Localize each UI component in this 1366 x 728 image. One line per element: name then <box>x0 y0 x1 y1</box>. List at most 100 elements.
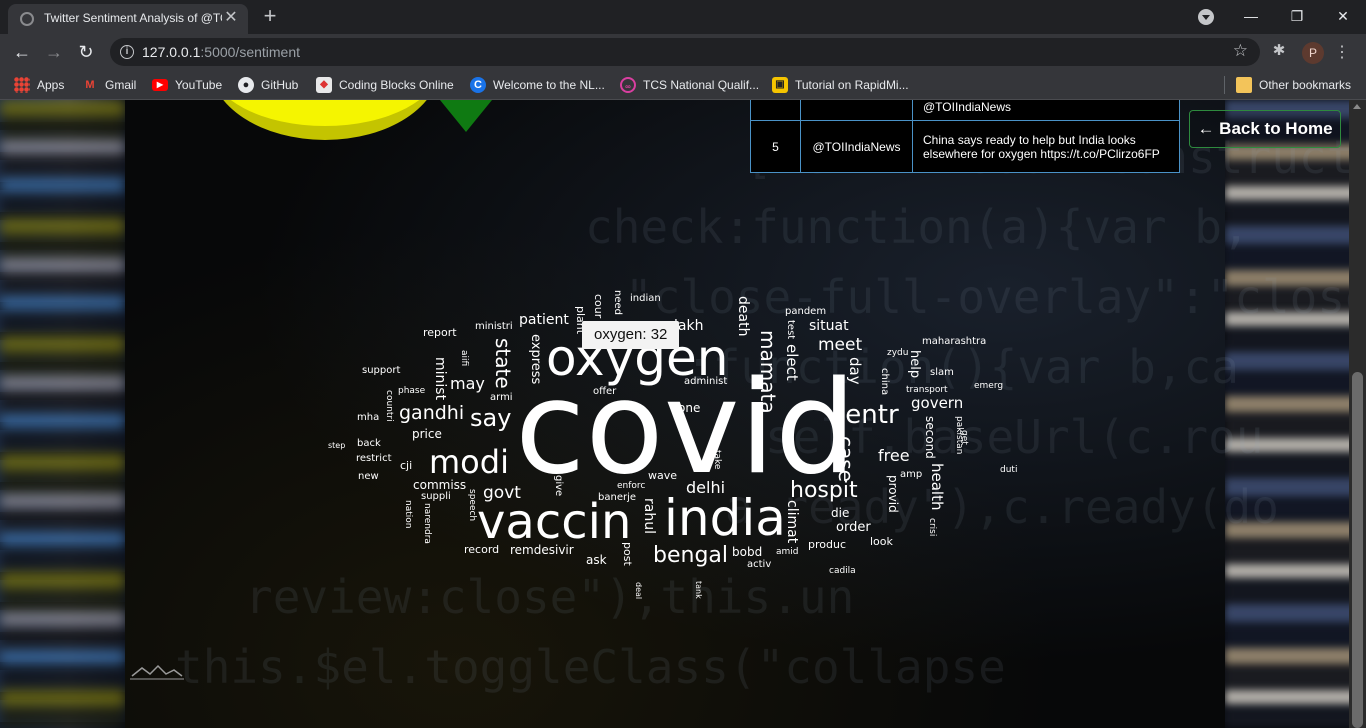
active-tab[interactable]: Twitter Sentiment Analysis of @TOIIndiaN… <box>8 4 248 34</box>
background-decoration: a-ready"),c.ready(do <box>725 480 1279 534</box>
table-cell-text: China says ready to help but India looks… <box>912 120 1180 173</box>
site-info-icon[interactable]: i <box>120 45 134 59</box>
word-cloud-word: minist <box>432 357 448 401</box>
word-cloud-word: zydu <box>887 348 909 358</box>
bookmark-coding-blocks[interactable]: ◆ Coding Blocks Online <box>316 76 454 94</box>
word-cloud-word: govt <box>483 483 521 503</box>
forward-arrow-icon[interactable]: → <box>45 42 63 62</box>
reload-icon[interactable]: ↻ <box>78 42 94 62</box>
page-scrollbar[interactable] <box>1349 100 1366 728</box>
word-cloud-word: amid <box>776 547 799 557</box>
bookmark-gmail[interactable]: M Gmail <box>82 76 136 94</box>
word-cloud-word: hospit <box>790 478 858 503</box>
bookmark-tcs[interactable]: ∞ TCS National Qualif... <box>620 76 759 94</box>
page-viewport: [?c.fn.modal.Constructor check:function(… <box>0 100 1366 728</box>
kebab-menu-icon[interactable]: ⋮ <box>1334 44 1350 61</box>
word-cloud-word: post <box>621 542 634 566</box>
word-cloud-word: indian <box>630 293 661 304</box>
word-cloud-word: day <box>846 357 864 385</box>
close-window-button[interactable]: ✕ <box>1337 8 1349 24</box>
word-cloud-word: cji <box>400 459 413 472</box>
bookmark-other[interactable]: Other bookmarks <box>1236 76 1351 94</box>
background-decoration: check:function(a){var b, <box>585 200 1250 254</box>
word-cloud-word: slam <box>930 367 954 378</box>
profile-avatar[interactable]: P <box>1302 42 1324 64</box>
word-cloud-word: countri <box>384 390 394 422</box>
apps-grid-icon <box>14 77 30 93</box>
word-cloud-word: say <box>470 404 512 432</box>
word-cloud-word: cadila <box>829 566 856 576</box>
word-cloud-word: rahul <box>641 498 657 534</box>
word-cloud-word: bengal <box>653 543 729 568</box>
bookmark-apps[interactable]: Apps <box>14 76 64 94</box>
word-cloud-word: lakh <box>674 318 704 334</box>
scrollbar-thumb[interactable] <box>1352 372 1363 728</box>
word-cloud-word: speech <box>467 489 477 522</box>
word-cloud-word: delhi <box>686 478 726 497</box>
back-arrow-icon[interactable]: ← <box>13 42 31 62</box>
word-cloud-word: narendra <box>422 503 432 544</box>
address-bar[interactable]: i 127.0.0.1:5000/sentiment ☆ <box>110 38 1260 66</box>
bookmark-nlp[interactable]: C Welcome to the NL... <box>470 76 605 94</box>
word-cloud-word: suppli <box>421 491 451 502</box>
word-cloud-word: climat <box>784 500 800 544</box>
word-cloud-word: bobd <box>732 545 763 559</box>
word-cloud-word: govern <box>911 394 964 412</box>
bookmark-youtube[interactable]: ▶ YouTube <box>152 76 222 94</box>
tab-close-icon[interactable]: ✕ <box>224 9 238 26</box>
word-cloud-word: new <box>358 471 379 482</box>
table-row: @TOIIndiaNews <box>750 100 1180 121</box>
word-cloud-word: step <box>328 441 346 450</box>
word-cloud-word: crisi <box>927 518 937 537</box>
word-cloud-word: deal <box>634 582 643 600</box>
bookmark-rapidminer[interactable]: ▣ Tutorial on RapidMi... <box>772 76 909 94</box>
word-cloud-word: back <box>357 438 381 449</box>
new-tab-button[interactable]: + <box>263 3 277 28</box>
back-to-home-button[interactable]: ← Back to Home <box>1189 110 1341 148</box>
word-cloud-word: give <box>553 475 564 497</box>
word-cloud-word: state <box>491 338 515 389</box>
word-cloud-word: offer <box>593 386 617 397</box>
word-cloud-word: price <box>412 427 442 441</box>
folder-icon <box>1236 77 1252 93</box>
word-cloud-word: enforc <box>617 481 646 491</box>
table-cell-index: 5 <box>750 120 801 173</box>
word-cloud-word: administ <box>684 376 728 387</box>
sentiment-pie-slice-neutral <box>440 100 492 132</box>
word-cloud-word: india <box>664 489 786 547</box>
word-cloud-word: free <box>878 446 910 465</box>
tab-search-icon[interactable] <box>1198 9 1214 25</box>
youtube-icon: ▶ <box>152 79 168 91</box>
word-cloud-word: maharashtra <box>922 336 987 347</box>
word-cloud-word: help <box>907 350 922 379</box>
background-decoration: "close-full-overlay":"close" <box>625 270 1366 324</box>
word-cloud-word: support <box>362 365 401 376</box>
bookmark-label: Other bookmarks <box>1259 78 1352 92</box>
word-cloud-word: order <box>836 520 871 535</box>
table-cell-user <box>800 100 913 121</box>
bookmark-github[interactable]: ● GitHub <box>238 76 298 94</box>
tab-title: Twitter Sentiment Analysis of @TOIIndiaN… <box>44 11 222 25</box>
word-cloud-word: record <box>464 543 500 556</box>
url-text[interactable]: 127.0.0.1:5000/sentiment <box>142 44 300 60</box>
word-cloud-word: ask <box>586 553 607 567</box>
globe-icon <box>20 12 34 26</box>
gmail-icon: M <box>82 77 98 93</box>
word-cloud-word: centr <box>831 400 899 430</box>
tab-strip: Twitter Sentiment Analysis of @TOIIndiaN… <box>0 0 1366 34</box>
coding-blocks-icon: ◆ <box>316 77 332 93</box>
c-logo-icon: C <box>470 77 486 93</box>
word-cloud-word: ministri <box>475 321 513 332</box>
minimize-button[interactable]: — <box>1244 8 1258 24</box>
word-cloud-word: wave <box>648 469 678 482</box>
extensions-puzzle-icon[interactable]: ✱ <box>1272 42 1286 59</box>
restore-button[interactable]: ❐ <box>1290 8 1304 24</box>
main-panel: [?c.fn.modal.Constructor check:function(… <box>125 100 1366 728</box>
bookmark-label: Gmail <box>105 78 137 92</box>
word-cloud-word: case <box>834 436 858 482</box>
scroll-up-icon[interactable] <box>1353 104 1361 109</box>
background-code-photo-right <box>1225 100 1366 728</box>
word-cloud-word: produc <box>808 538 846 551</box>
bookmark-star-icon[interactable]: ☆ <box>1232 41 1248 60</box>
word-cloud-word: nation <box>403 500 413 529</box>
